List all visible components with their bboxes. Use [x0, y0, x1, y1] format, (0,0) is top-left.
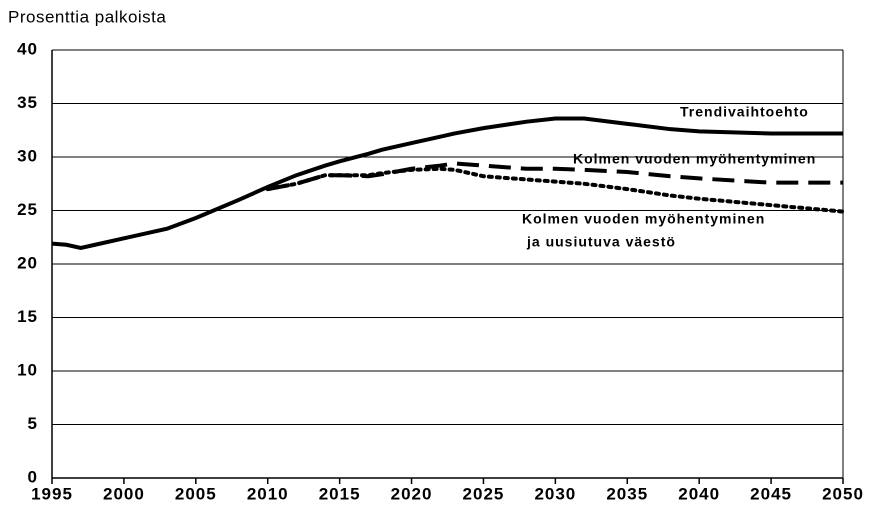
- series-line: [51, 116, 843, 250]
- x-tick-label: 2005: [175, 484, 217, 503]
- series-label: Kolmen vuoden myöhentyminen: [522, 211, 765, 227]
- x-tick-label: 2000: [103, 484, 145, 503]
- y-tick-label: 20: [17, 253, 38, 272]
- x-tick-label: 2045: [750, 484, 792, 503]
- x-tick-label: 1995: [31, 484, 73, 503]
- x-tick-label: 2050: [822, 484, 864, 503]
- series-label: Trendivaihtoehto: [680, 104, 809, 120]
- y-axis-label: Prosenttia palkoista: [8, 7, 166, 26]
- y-tick-label: 40: [17, 39, 38, 58]
- x-tick-label: 2030: [534, 484, 576, 503]
- y-tick-label: 25: [17, 200, 38, 219]
- x-tick-label: 2020: [391, 484, 433, 503]
- x-tick-label: 2035: [606, 484, 648, 503]
- y-tick-label: 5: [28, 414, 38, 433]
- y-tick-label: 10: [17, 360, 38, 379]
- series-label: Kolmen vuoden myöhentyminen: [573, 151, 816, 167]
- x-tick-label: 2010: [247, 484, 289, 503]
- y-tick-label: 30: [17, 146, 38, 165]
- x-tick-label: 2040: [678, 484, 720, 503]
- y-tick-label: 15: [17, 307, 38, 326]
- x-tick-label: 2025: [463, 484, 505, 503]
- x-tick-label: 2015: [319, 484, 361, 503]
- series-label: ja uusiutuva väestö: [526, 234, 676, 250]
- y-tick-label: 0: [28, 467, 38, 486]
- y-tick-label: 35: [17, 93, 38, 112]
- series-line: [265, 166, 845, 214]
